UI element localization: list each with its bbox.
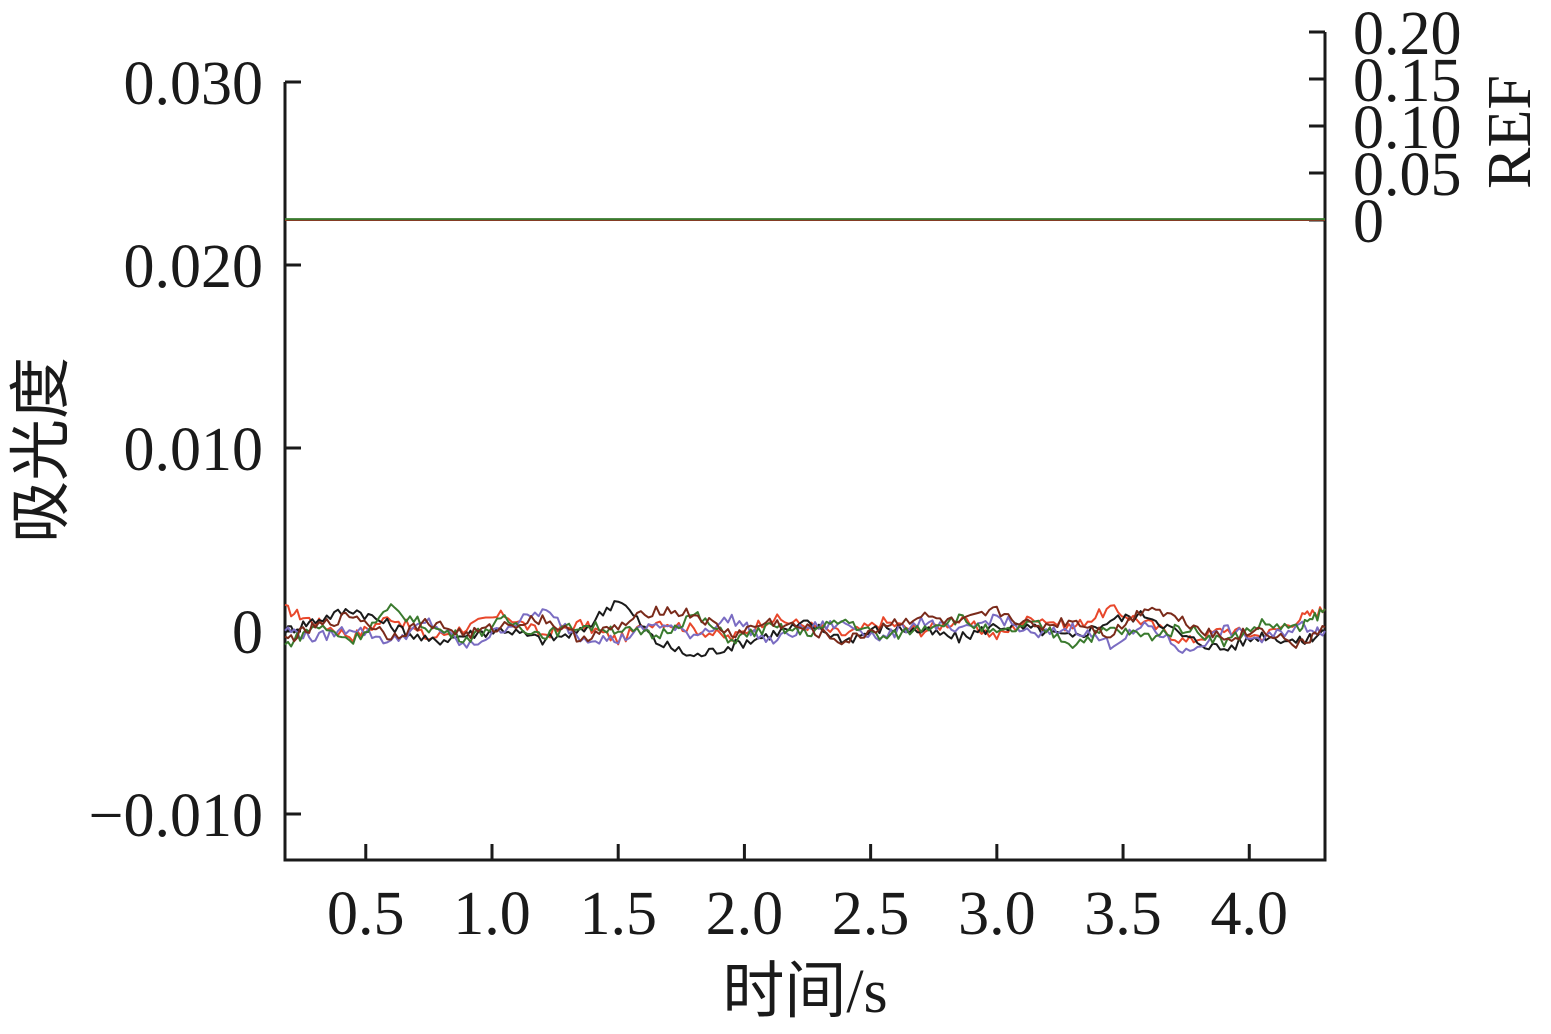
x-axis-title: 时间/s xyxy=(722,958,887,1026)
absorbance-series-line xyxy=(284,608,1326,654)
x-tick-label: 2.0 xyxy=(706,880,784,948)
y2-tick-label: 0.05 xyxy=(1353,141,1462,209)
y-tick-label: 0.030 xyxy=(124,50,264,118)
y-tick-label: −0.010 xyxy=(89,782,263,850)
x-tick-label: 1.5 xyxy=(579,880,657,948)
chart-series xyxy=(284,218,1326,658)
axis-frame xyxy=(283,32,1327,862)
x-tick-label: 1.0 xyxy=(453,880,531,948)
y2-tick-label: 0.10 xyxy=(1353,94,1462,162)
absorbance-series-line xyxy=(284,605,1326,649)
y-axis-title: 吸光度 xyxy=(8,357,76,543)
x-tick-label: 2.5 xyxy=(832,880,910,948)
y2-axis-title: REF xyxy=(1476,75,1544,189)
chart-labels: −0.010 0 0.010 0.020 0.030 0.5 1.0 1.5 2.0 2.5 3.0… xyxy=(89,0,1462,948)
y-tick-label: 0.010 xyxy=(124,416,264,484)
x-tick-label: 3.0 xyxy=(958,880,1036,948)
x-tick-label: 4.0 xyxy=(1211,880,1289,948)
y-tick-label: 0.020 xyxy=(124,233,264,301)
y-tick-label: 0 xyxy=(232,599,263,667)
x-tick-label: 3.5 xyxy=(1084,880,1162,948)
y2-tick-label: 0.20 xyxy=(1353,0,1462,68)
x-tick-label: 0.5 xyxy=(327,880,405,948)
y2-tick-label: 0 xyxy=(1353,188,1384,256)
y2-tick-label: 0.15 xyxy=(1353,47,1462,115)
chart-axes xyxy=(283,30,1327,862)
